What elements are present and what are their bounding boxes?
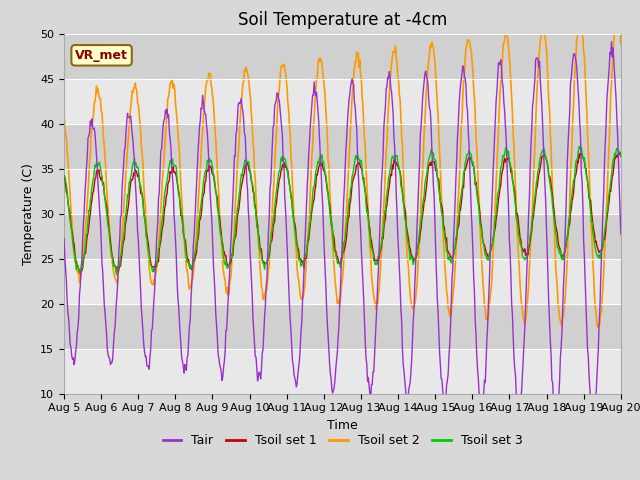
Bar xyxy=(64,34,621,79)
Title: Soil Temperature at -4cm: Soil Temperature at -4cm xyxy=(237,11,447,29)
Bar xyxy=(64,259,621,303)
Text: VR_met: VR_met xyxy=(75,49,128,62)
Bar xyxy=(64,123,621,168)
Bar xyxy=(64,168,621,214)
Bar xyxy=(64,348,621,394)
X-axis label: Time: Time xyxy=(327,419,358,432)
Legend: Tair, Tsoil set 1, Tsoil set 2, Tsoil set 3: Tair, Tsoil set 1, Tsoil set 2, Tsoil se… xyxy=(157,429,527,452)
Bar xyxy=(64,303,621,348)
Bar xyxy=(64,79,621,123)
Y-axis label: Temperature (C): Temperature (C) xyxy=(22,163,35,264)
Bar xyxy=(64,214,621,259)
